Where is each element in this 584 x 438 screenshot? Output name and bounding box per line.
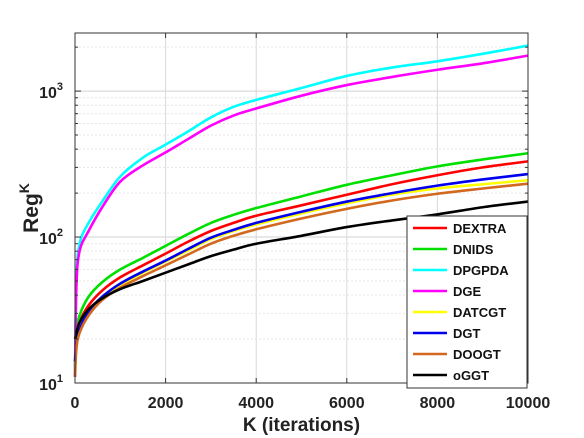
legend-label-dgt: DGT <box>453 326 481 341</box>
series-lines <box>73 44 529 378</box>
y-axis-label-base: Reg <box>20 193 43 233</box>
series-line-dnids <box>73 151 529 367</box>
series-line-oggt <box>73 200 529 340</box>
series-line-dpgpda <box>73 44 529 372</box>
x-tick-label: 6000 <box>329 395 365 412</box>
legend-label-doogt: DOOGT <box>453 347 501 362</box>
y-tick-label: 103 <box>39 81 63 102</box>
x-tick-labels: 0 2000 4000 6000 8000 10000 <box>71 395 551 412</box>
legend-label-dnids: DNIDS <box>453 242 494 257</box>
x-tick-label: 4000 <box>238 395 274 412</box>
y-tick-label: 101 <box>39 373 63 394</box>
legend-label-dpgpda: DPGPDA <box>453 263 509 278</box>
legend-label-dextra: DEXTRA <box>453 221 507 236</box>
y-tick-labels: 101 102 103 <box>39 81 63 394</box>
series-line-doogt <box>73 182 529 378</box>
y-tick-label: 102 <box>39 227 63 248</box>
legend-label-datcgt: DATCGT <box>453 305 506 320</box>
legend: DEXTRA DNIDS DPGPDA DGE DATCGT DGT DOOGT oGGT <box>406 215 528 389</box>
legend-label-oggt: oGGT <box>453 368 489 383</box>
series-line-dgt <box>73 172 529 362</box>
x-tick-label: 2000 <box>148 395 184 412</box>
y-axis-label: RegK <box>16 183 43 233</box>
series-line-dextra <box>73 160 529 372</box>
plot-frame <box>74 32 529 384</box>
x-axis-label: K (iterations) <box>243 415 360 436</box>
legend-box <box>406 215 528 389</box>
legend-label-dge: DGE <box>453 284 482 299</box>
series-line-dge <box>73 54 529 377</box>
x-tick-label: 8000 <box>420 395 456 412</box>
x-tick-label: 0 <box>71 395 80 412</box>
x-tick-label: 10000 <box>506 395 551 412</box>
y-axis-label-superscript: K <box>16 183 32 193</box>
